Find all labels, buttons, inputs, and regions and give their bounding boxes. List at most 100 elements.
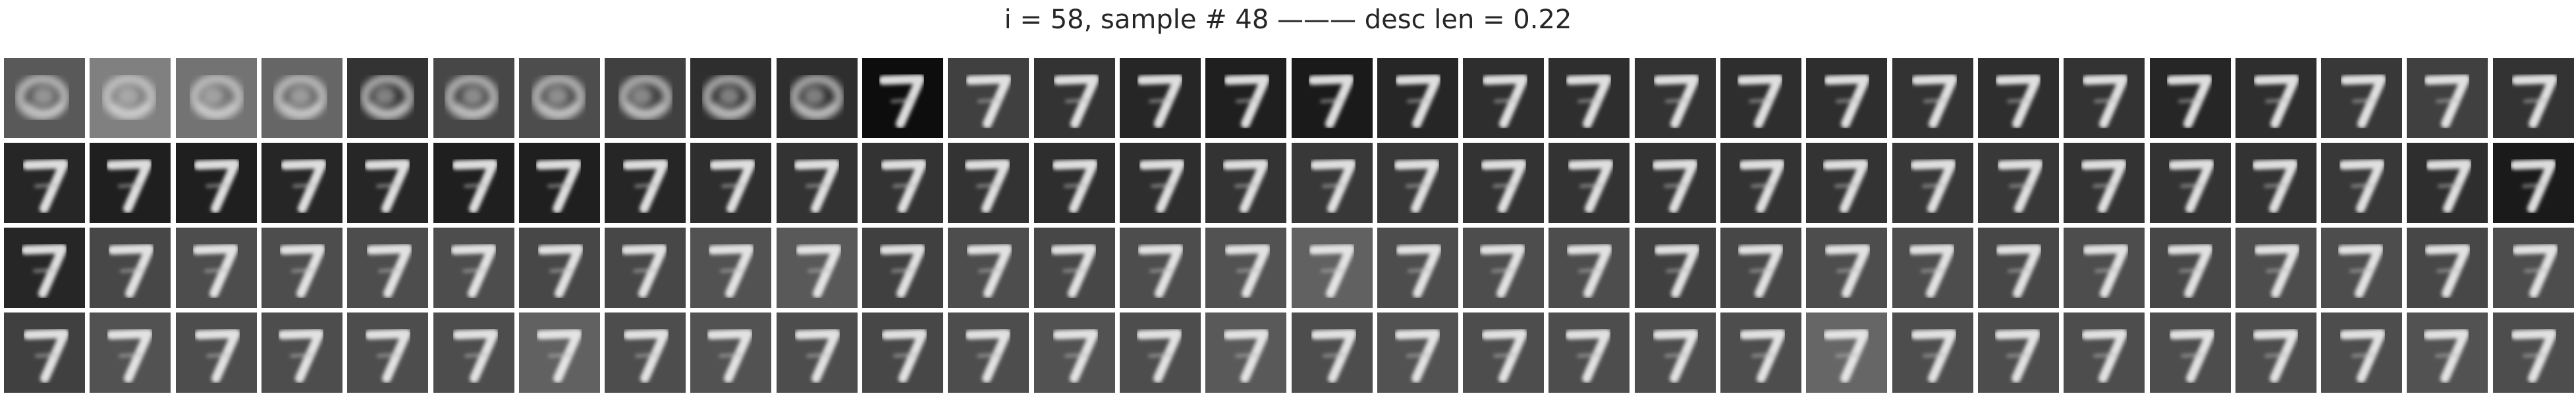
- digit-tile: [776, 228, 858, 308]
- digit-tile: [690, 58, 772, 138]
- digit-tile: [776, 312, 858, 393]
- digit-tile: [261, 58, 343, 138]
- digit-tile: [2407, 228, 2488, 308]
- digit-tile: [605, 58, 686, 138]
- digit-tile: [90, 143, 171, 223]
- digit-tile: [1977, 312, 2059, 393]
- digit-tile: [2235, 312, 2316, 393]
- digit-tile: [1463, 58, 1545, 138]
- figure-title: i = 58, sample # 48 ——— desc len = 0.22: [1004, 5, 1572, 35]
- digit-tile: [347, 58, 429, 138]
- digit-tile: [862, 58, 943, 138]
- digit-tile: [1119, 58, 1201, 138]
- digit-tile: [90, 312, 171, 393]
- digit-tile: [2492, 312, 2574, 393]
- digit-tile: [1205, 143, 1287, 223]
- digit-tile: [1548, 58, 1630, 138]
- digit-tile: [2064, 228, 2145, 308]
- digit-tile: [1720, 228, 1801, 308]
- digit-tile: [948, 143, 1029, 223]
- digit-tile: [1634, 228, 1716, 308]
- digit-tile: [347, 228, 429, 308]
- digit-tile: [605, 143, 686, 223]
- digit-tile: [1463, 228, 1545, 308]
- digit-tile: [1548, 143, 1630, 223]
- digit-tile: [518, 228, 600, 308]
- digit-tile: [2235, 58, 2316, 138]
- digit-tile: [1377, 58, 1458, 138]
- digit-tile: [4, 58, 85, 138]
- digit-tile: [1463, 143, 1545, 223]
- digit-tile: [2149, 312, 2231, 393]
- digit-tile: [2321, 228, 2403, 308]
- digit-tile: [261, 312, 343, 393]
- digit-tile: [175, 58, 257, 138]
- digit-tile: [776, 143, 858, 223]
- digit-tile: [2321, 143, 2403, 223]
- digit-tile: [690, 228, 772, 308]
- digit-tile: [1033, 228, 1115, 308]
- digit-tile: [1977, 228, 2059, 308]
- digit-tile: [605, 228, 686, 308]
- digit-tile: [2064, 58, 2145, 138]
- digit-tile: [1634, 58, 1716, 138]
- digit-tile: [1806, 58, 1888, 138]
- digit-tile: [347, 312, 429, 393]
- digit-tile: [1548, 228, 1630, 308]
- digit-tile: [1377, 312, 1458, 393]
- digit-tile: [2235, 143, 2316, 223]
- digit-tile: [1291, 312, 1373, 393]
- digit-tile: [1205, 312, 1287, 393]
- digit-tile: [2149, 228, 2231, 308]
- digit-tile: [2149, 58, 2231, 138]
- digit-tile: [1033, 58, 1115, 138]
- digit-tile: [2492, 143, 2574, 223]
- digit-tile: [4, 312, 85, 393]
- digit-tile: [433, 228, 514, 308]
- digit-tile: [1291, 228, 1373, 308]
- digit-tile: [518, 58, 600, 138]
- digit-tile: [2407, 58, 2488, 138]
- digit-tile: [1720, 58, 1801, 138]
- digit-tile: [2149, 143, 2231, 223]
- digit-tile: [90, 58, 171, 138]
- digit-tile: [862, 312, 943, 393]
- digit-tile: [948, 58, 1029, 138]
- digit-tile: [1892, 58, 1973, 138]
- digit-tile: [2407, 312, 2488, 393]
- digit-tile: [175, 312, 257, 393]
- digit-tile: [1806, 312, 1888, 393]
- digit-tile: [862, 143, 943, 223]
- digit-tile: [1033, 312, 1115, 393]
- digit-tile: [175, 228, 257, 308]
- digit-tile: [776, 58, 858, 138]
- digit-tile: [948, 228, 1029, 308]
- digit-tile: [1806, 143, 1888, 223]
- digit-tile: [2321, 58, 2403, 138]
- digit-tile: [1119, 228, 1201, 308]
- digit-tile: [1806, 228, 1888, 308]
- digit-tile: [1634, 312, 1716, 393]
- digit-tile: [1205, 228, 1287, 308]
- digit-tile: [347, 143, 429, 223]
- digit-tile: [1892, 312, 1973, 393]
- digit-tile: [2064, 312, 2145, 393]
- digit-tile: [518, 312, 600, 393]
- digit-tile: [1892, 143, 1973, 223]
- digit-tile: [1720, 143, 1801, 223]
- digit-tile: [1892, 228, 1973, 308]
- digit-tile: [1205, 58, 1287, 138]
- digit-tile: [518, 143, 600, 223]
- digit-tile: [2492, 58, 2574, 138]
- digit-tile: [433, 58, 514, 138]
- digit-tile: [948, 312, 1029, 393]
- digit-tile: [1033, 143, 1115, 223]
- digit-tile: [1548, 312, 1630, 393]
- digit-tile: [2235, 228, 2316, 308]
- digit-tile: [1377, 228, 1458, 308]
- digit-tile: [690, 312, 772, 393]
- digit-tile: [433, 143, 514, 223]
- digit-tile: [175, 143, 257, 223]
- digit-tile: [4, 228, 85, 308]
- digit-tile: [2064, 143, 2145, 223]
